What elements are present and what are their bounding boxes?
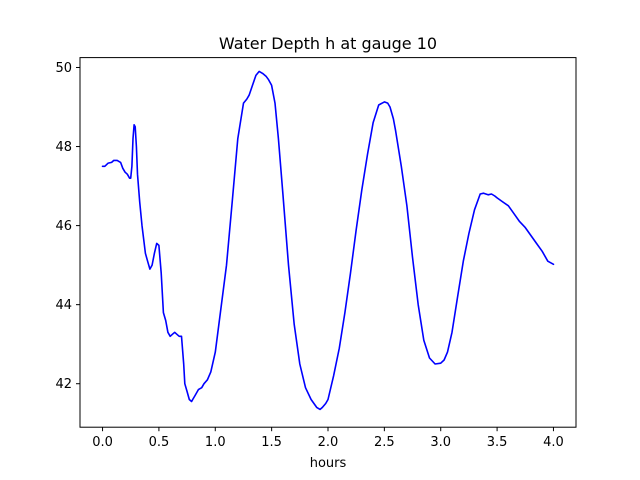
x-tick-label: 3.0 <box>430 435 451 450</box>
x-tick-label: 3.5 <box>487 435 508 450</box>
x-tick-label: 2.5 <box>374 435 395 450</box>
x-tick-label: 0.5 <box>149 435 170 450</box>
x-tick-label: 0.0 <box>92 435 113 450</box>
chart-title: Water Depth h at gauge 10 <box>219 34 437 53</box>
x-axis-label: hours <box>310 456 347 471</box>
y-tick-label: 46 <box>55 219 72 234</box>
x-tick-label: 2.0 <box>318 435 339 450</box>
x-axis: 0.0 0.5 1.0 1.5 2.0 2.5 3.0 3.5 4.0 <box>92 427 564 450</box>
y-tick-label: 48 <box>55 140 72 155</box>
x-tick-label: 1.5 <box>261 435 282 450</box>
series-line-water-depth <box>101 70 555 411</box>
y-tick-label: 42 <box>55 377 72 392</box>
y-axis: 42 44 46 48 50 <box>55 61 80 392</box>
plot-area <box>101 70 555 411</box>
y-tick-label: 50 <box>55 61 72 76</box>
x-tick-label: 1.0 <box>205 435 226 450</box>
y-tick-label: 44 <box>55 298 72 313</box>
x-tick-label: 4.0 <box>543 435 564 450</box>
